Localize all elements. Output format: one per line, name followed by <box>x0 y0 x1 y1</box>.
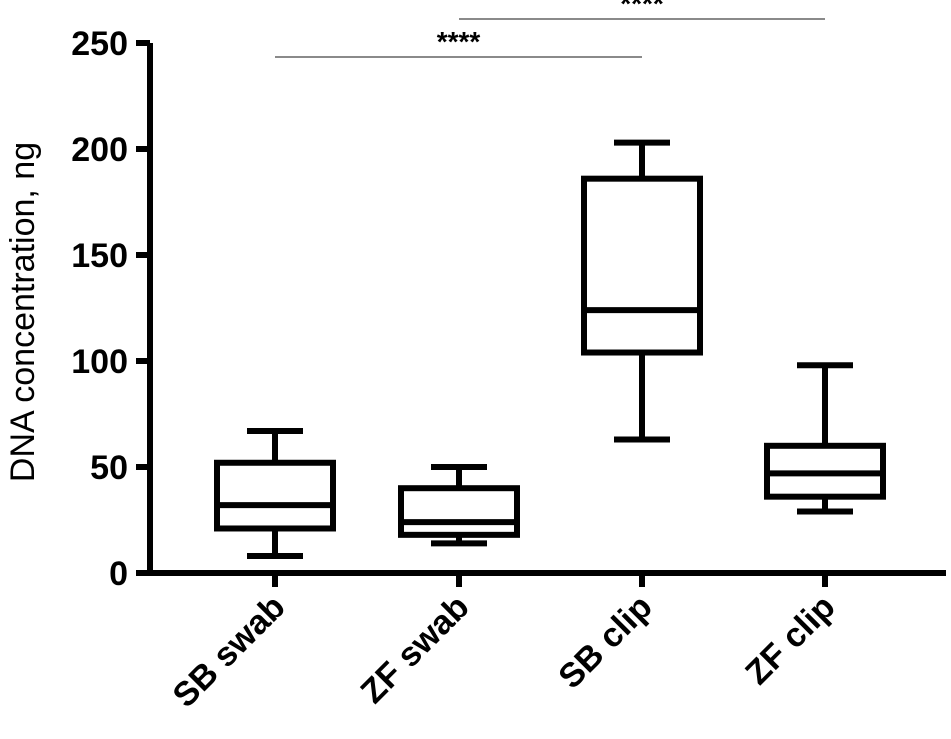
y-tick-label: 0 <box>109 555 128 593</box>
boxes <box>214 139 886 560</box>
box-1 <box>214 427 336 560</box>
box-2 <box>398 464 520 547</box>
y-tick-label: 250 <box>71 25 128 63</box>
category-label: SB clip <box>551 588 659 696</box>
y-axis-title: DNA concentration, ng <box>4 142 42 482</box>
category-label: ZF swab <box>354 588 477 711</box>
box-3 <box>581 139 703 443</box>
significance-label: **** <box>620 0 664 19</box>
y-tick-label: 200 <box>71 131 128 169</box>
significance-label: **** <box>437 26 481 57</box>
axes: 0 50 100 150 200 250 SB swab ZF swab SB clip ZF c… <box>71 25 946 715</box>
y-tick-label: 100 <box>71 343 128 381</box>
y-tick-label: 150 <box>71 237 128 275</box>
category-label: SB swab <box>166 588 293 715</box>
category-label: ZF clip <box>738 588 842 692</box>
box-4 <box>764 362 886 515</box>
y-tick-label: 50 <box>90 449 128 487</box>
iqr-box <box>398 485 520 538</box>
significance-brackets: **** **** <box>275 0 825 58</box>
iqr-box <box>581 175 703 356</box>
iqr-box <box>214 459 336 532</box>
